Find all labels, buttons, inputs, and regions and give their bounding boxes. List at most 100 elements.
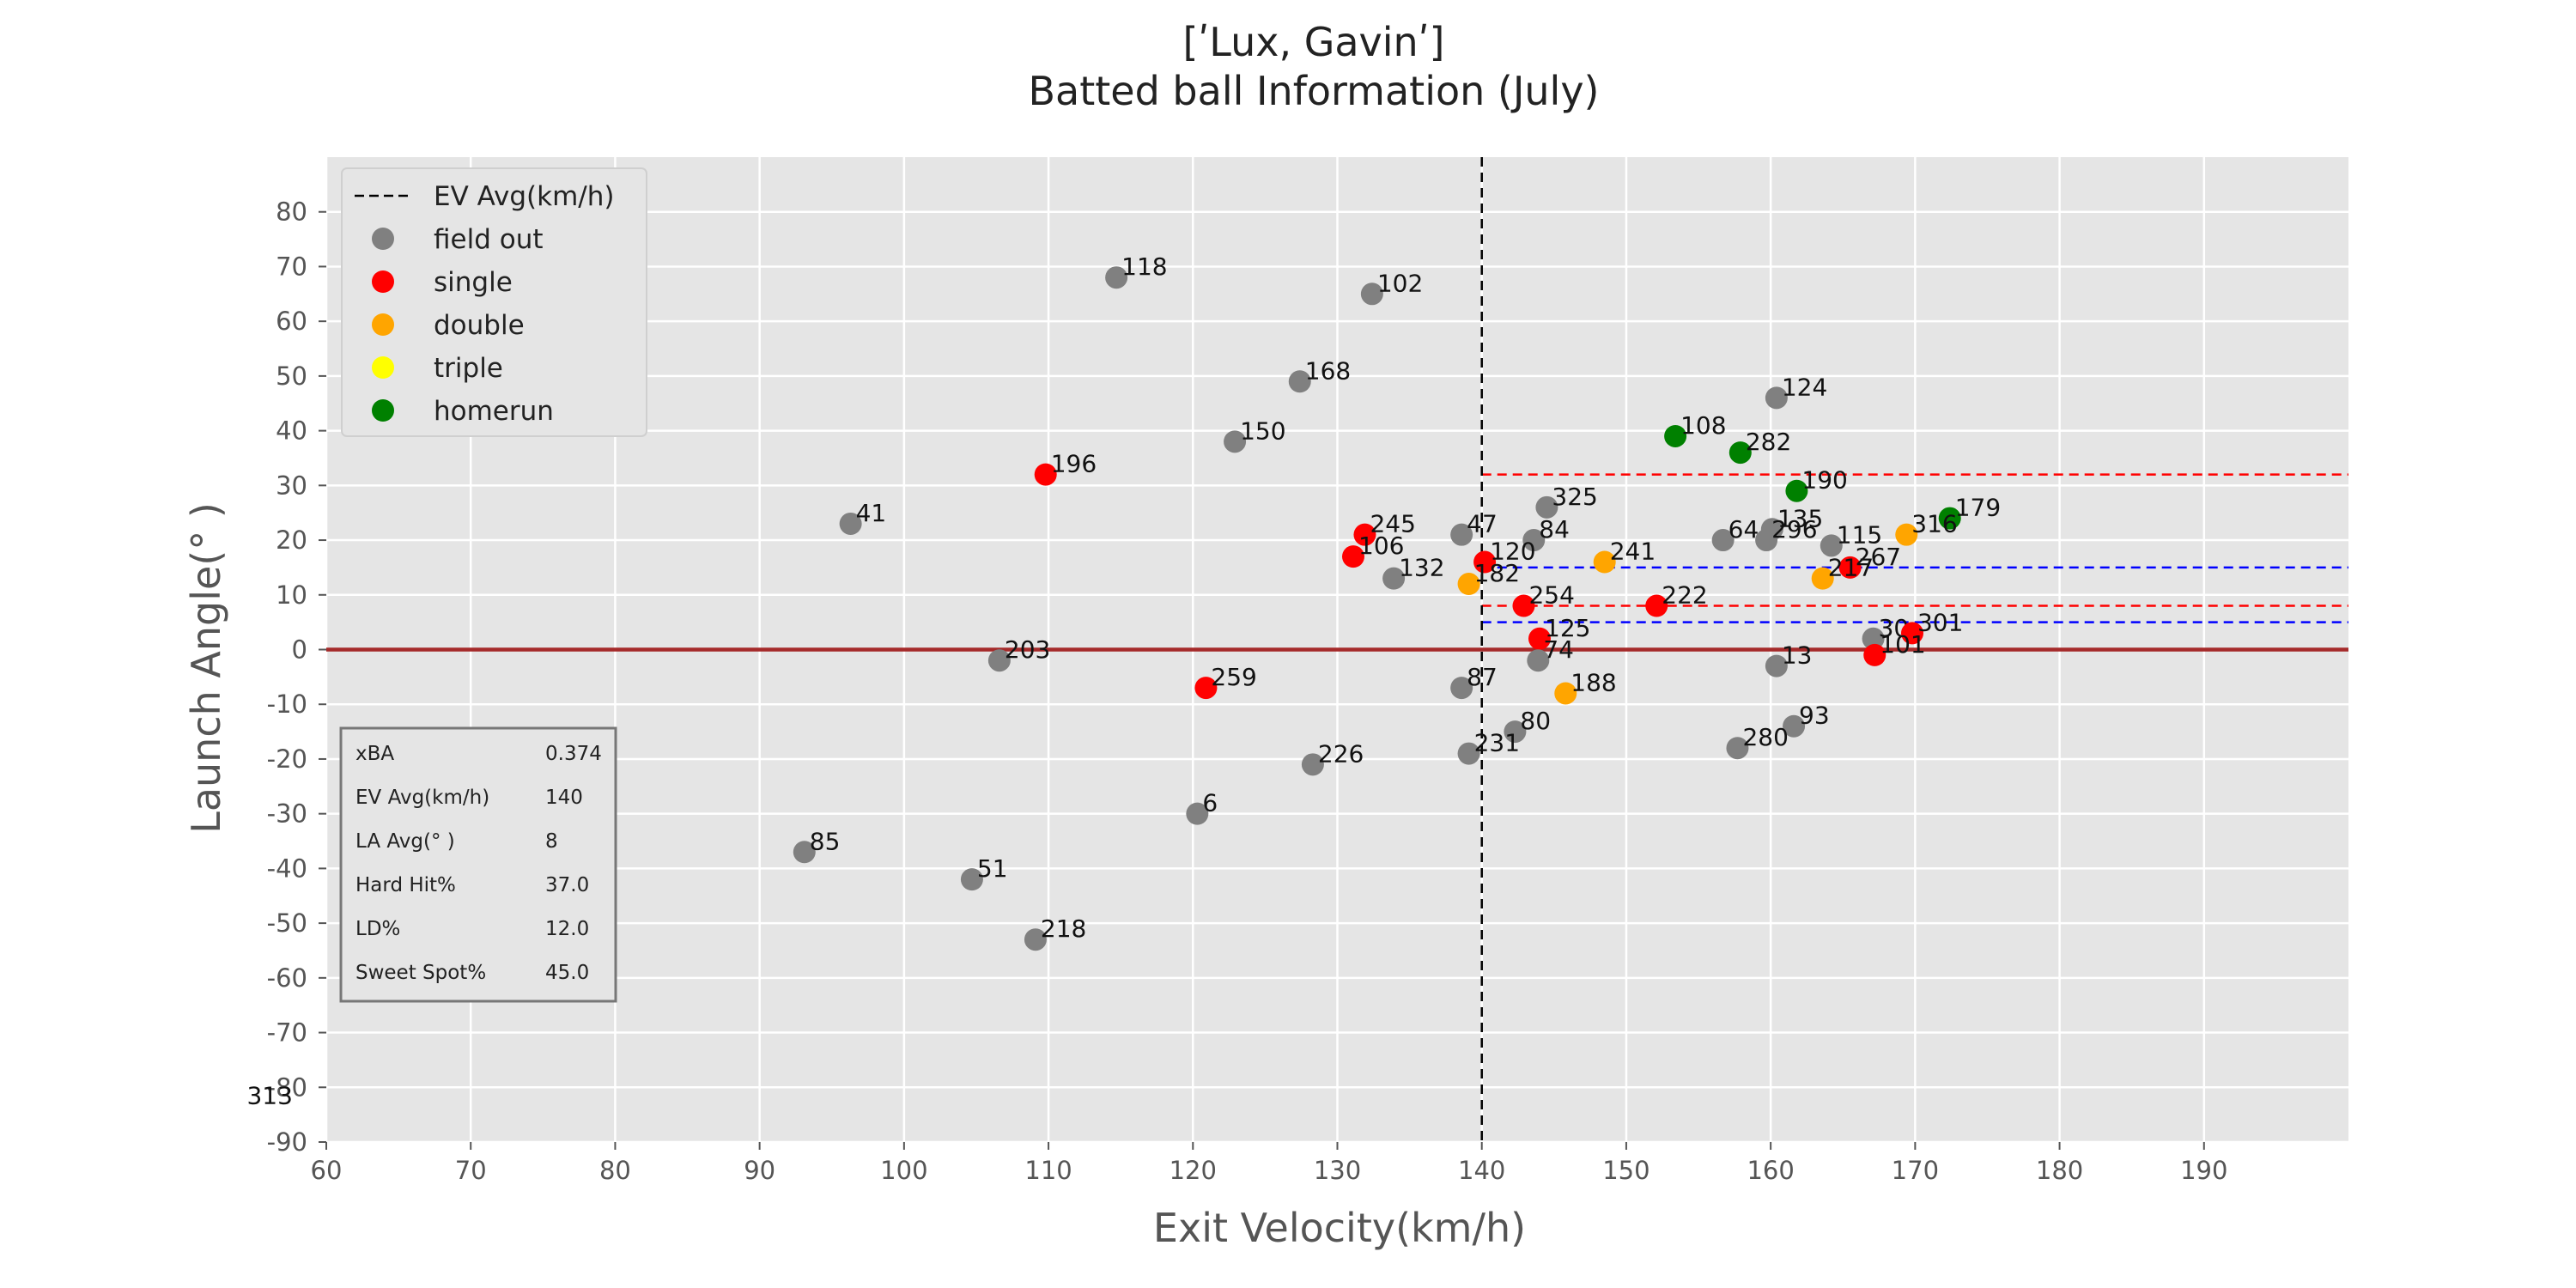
chart-title-line-1: [ʹLux, Gavinʹ] bbox=[1183, 19, 1445, 65]
point-label: 267 bbox=[1856, 543, 1901, 571]
y-tick-label: 20 bbox=[276, 526, 307, 555]
data-point bbox=[1194, 677, 1218, 700]
data-point bbox=[1862, 627, 1885, 650]
data-point bbox=[1811, 567, 1834, 590]
x-tick-label: 70 bbox=[455, 1156, 487, 1185]
legend-label: EV Avg(km/h) bbox=[434, 181, 615, 212]
point-label: 231 bbox=[1474, 729, 1520, 757]
point-label: 301 bbox=[1917, 608, 1963, 636]
stat-label: LA Avg(° ) bbox=[355, 830, 455, 853]
y-tick-label: 80 bbox=[276, 197, 307, 227]
data-point bbox=[1728, 441, 1752, 465]
point-label: 222 bbox=[1662, 581, 1707, 610]
plot-area: 60 70 80 90 100 110 120 130 140 150 160 170 180 19080… bbox=[246, 157, 2348, 1185]
data-point bbox=[1450, 677, 1473, 700]
point-label: 106 bbox=[1358, 532, 1404, 560]
data-point bbox=[1785, 479, 1808, 502]
x-tick-label: 160 bbox=[1747, 1156, 1794, 1185]
data-point bbox=[1353, 523, 1376, 546]
point-label: 93 bbox=[1799, 702, 1830, 730]
y-tick-label: -70 bbox=[267, 1018, 307, 1048]
data-point bbox=[1765, 654, 1788, 677]
legend-marker-swatch bbox=[372, 313, 394, 336]
y-tick-label: -90 bbox=[267, 1127, 307, 1157]
legend-marker-swatch bbox=[372, 356, 394, 379]
point-label: 190 bbox=[1801, 466, 1847, 495]
point-label: 217 bbox=[1828, 554, 1874, 582]
x-tick-label: 90 bbox=[744, 1156, 775, 1185]
data-point bbox=[1838, 556, 1862, 579]
x-tick-label: 100 bbox=[880, 1156, 927, 1185]
legend-label: single bbox=[434, 267, 513, 298]
data-point bbox=[1711, 529, 1735, 552]
data-point bbox=[1504, 720, 1527, 744]
data-point bbox=[1450, 523, 1473, 546]
point-label: 316 bbox=[1911, 510, 1957, 538]
y-tick-label: -80 bbox=[267, 1072, 307, 1102]
data-point bbox=[1528, 627, 1551, 650]
x-tick-label: 120 bbox=[1170, 1156, 1217, 1185]
data-point bbox=[1034, 463, 1057, 486]
data-point bbox=[960, 868, 983, 891]
point-label: 84 bbox=[1539, 515, 1570, 544]
data-point bbox=[1726, 737, 1749, 760]
point-label: 118 bbox=[1121, 252, 1167, 281]
data-point bbox=[839, 512, 862, 535]
stat-value: 8 bbox=[545, 830, 558, 853]
point-label: 135 bbox=[1777, 504, 1823, 532]
data-point bbox=[987, 649, 1011, 672]
point-label: 282 bbox=[1746, 428, 1791, 456]
y-tick-label: 40 bbox=[276, 416, 307, 446]
y-tick-label: -20 bbox=[267, 744, 307, 774]
point-label: 6 bbox=[1202, 789, 1218, 817]
legend-marker-swatch bbox=[372, 228, 394, 250]
data-point bbox=[1024, 928, 1047, 951]
y-tick-label: -40 bbox=[267, 854, 307, 883]
point-label: 80 bbox=[1520, 707, 1551, 735]
data-point bbox=[1783, 714, 1806, 738]
data-point bbox=[1765, 386, 1788, 410]
x-tick-label: 190 bbox=[2180, 1156, 2227, 1185]
point-label: 115 bbox=[1837, 520, 1882, 549]
stat-value: 12.0 bbox=[545, 918, 589, 940]
point-label: 102 bbox=[1377, 269, 1423, 297]
y-tick-label: 0 bbox=[292, 635, 307, 665]
data-point bbox=[1288, 370, 1311, 393]
x-tick-label: 80 bbox=[599, 1156, 631, 1185]
x-tick-label: 130 bbox=[1314, 1156, 1361, 1185]
data-point bbox=[1755, 529, 1778, 552]
point-label: 64 bbox=[1728, 515, 1759, 544]
legend-label: double bbox=[434, 310, 525, 341]
x-tick-label: 60 bbox=[311, 1156, 343, 1185]
data-point bbox=[793, 841, 816, 864]
data-point bbox=[1664, 424, 1687, 447]
x-axis-label: Exit Velocity(km/h) bbox=[1153, 1205, 1526, 1251]
point-label: 325 bbox=[1552, 483, 1597, 511]
point-label: 254 bbox=[1528, 581, 1574, 610]
point-label: 124 bbox=[1782, 373, 1827, 401]
data-point bbox=[1938, 507, 1961, 530]
y-tick-label: -50 bbox=[267, 908, 307, 938]
legend-label: field out bbox=[434, 224, 544, 255]
point-label: 188 bbox=[1571, 668, 1616, 696]
point-label: 313 bbox=[246, 1081, 292, 1109]
stat-label: EV Avg(km/h) bbox=[355, 787, 489, 809]
x-tick-label: 180 bbox=[2036, 1156, 2083, 1185]
stat-value: 140 bbox=[545, 787, 583, 809]
stat-label: LD% bbox=[355, 918, 400, 940]
point-label: 203 bbox=[1005, 635, 1050, 664]
stat-label: xBA bbox=[355, 743, 394, 765]
y-tick-label: -10 bbox=[267, 690, 307, 719]
point-label: 196 bbox=[1051, 450, 1097, 478]
data-point bbox=[1522, 529, 1546, 552]
point-label: 101 bbox=[1880, 630, 1925, 659]
point-label: 87 bbox=[1467, 663, 1498, 691]
point-label: 241 bbox=[1610, 538, 1656, 566]
point-label: 226 bbox=[1318, 739, 1364, 768]
data-point bbox=[1900, 622, 1923, 645]
data-point bbox=[1527, 649, 1550, 672]
stat-value: 37.0 bbox=[545, 874, 589, 896]
data-point bbox=[1105, 266, 1128, 289]
data-point bbox=[1820, 534, 1843, 557]
